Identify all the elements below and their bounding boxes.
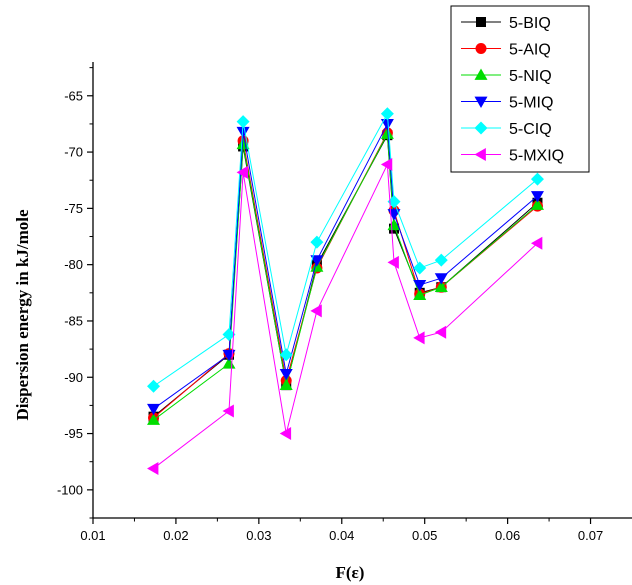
- data-point: [147, 379, 161, 393]
- data-point: [147, 413, 161, 425]
- x-tick-label: 0.02: [163, 528, 188, 543]
- data-point: [236, 165, 248, 179]
- data-point: [474, 68, 488, 80]
- series-5-ciq: [147, 107, 544, 393]
- data-point: [236, 126, 250, 139]
- data-point: [530, 236, 543, 250]
- data-point: [222, 327, 236, 341]
- data-point: [434, 253, 448, 267]
- data-point: [434, 280, 448, 293]
- data-point: [387, 209, 401, 221]
- series-layer: [147, 107, 544, 475]
- legend-item: 5-AIQ: [461, 42, 551, 59]
- data-point: [474, 148, 486, 161]
- x-tick-label: 0.06: [495, 528, 520, 543]
- data-point: [475, 43, 487, 54]
- series-line: [153, 132, 538, 421]
- data-point: [380, 119, 394, 131]
- legend-item: 5-MXIQ: [461, 148, 564, 165]
- legend-label: 5-CIQ: [509, 121, 552, 138]
- x-axis-title: F(ε): [336, 563, 365, 582]
- x-tick-label: 0.01: [80, 528, 105, 543]
- y-tick-label: -65: [64, 88, 83, 103]
- legend-label: 5-MXIQ: [509, 148, 564, 165]
- series-line: [153, 162, 538, 469]
- data-point: [530, 172, 544, 186]
- data-point: [413, 280, 427, 292]
- data-point: [222, 357, 236, 369]
- data-point: [474, 121, 488, 135]
- data-point: [530, 191, 544, 203]
- data-point: [530, 198, 544, 210]
- y-tick-label: -75: [64, 201, 83, 216]
- x-tick-label: 0.05: [412, 528, 437, 543]
- data-point: [387, 218, 401, 231]
- legend-label: 5-AIQ: [509, 42, 551, 59]
- data-point: [413, 261, 427, 275]
- data-point: [380, 127, 394, 139]
- data-point: [434, 325, 447, 339]
- x-tick-label: 0.04: [329, 528, 354, 543]
- y-tick-label: -90: [64, 370, 83, 385]
- series-5-miq: [147, 119, 544, 416]
- y-axis-title: Dispersion energy in kJ/mole: [13, 209, 32, 421]
- legend-label: 5-MIQ: [509, 95, 553, 112]
- series-5-mxiq: [147, 157, 543, 475]
- data-point: [236, 137, 250, 150]
- data-point: [476, 17, 486, 27]
- y-tick-label: -100: [57, 482, 83, 497]
- data-point: [434, 273, 448, 285]
- data-point: [310, 235, 324, 249]
- data-point: [222, 404, 234, 418]
- data-point: [413, 331, 425, 345]
- x-tick-label: 0.03: [246, 528, 271, 543]
- legend: 5-BIQ 5-AIQ 5-NIQ 5-MIQ 5-CIQ 5-MXIQ: [450, 5, 590, 173]
- data-point: [387, 195, 401, 209]
- data-point: [147, 403, 161, 416]
- legend-box: [450, 5, 590, 173]
- y-tick-label: -70: [64, 145, 83, 160]
- x-tick-label: 0.07: [578, 528, 603, 543]
- data-point: [279, 348, 293, 362]
- y-tick-label: -85: [64, 313, 83, 328]
- series-line: [153, 131, 538, 419]
- data-point: [413, 288, 427, 300]
- data-point: [310, 255, 324, 267]
- series-5-biq: [148, 130, 543, 422]
- legend-item: 5-BIQ: [461, 15, 551, 32]
- legend-label: 5-BIQ: [509, 15, 551, 32]
- y-tick-label: -95: [64, 426, 83, 441]
- legend-label: 5-NIQ: [509, 68, 552, 85]
- data-point: [387, 255, 399, 269]
- data-point: [279, 378, 293, 391]
- series-line: [153, 133, 538, 418]
- data-point: [279, 427, 292, 441]
- series-line: [153, 122, 538, 410]
- data-point: [474, 96, 488, 108]
- data-point: [236, 115, 250, 129]
- legend-item: 5-NIQ: [461, 68, 552, 85]
- axes: 0.01 0.02 0.03 0.04 0.05 0.06 0.07 -65 -70 -75 -80…: [57, 62, 632, 543]
- y-tick-label: -80: [64, 257, 83, 272]
- data-point: [279, 369, 293, 381]
- data-point: [310, 304, 322, 318]
- legend-item: 5-MIQ: [461, 95, 553, 112]
- data-point: [380, 107, 394, 121]
- data-point: [147, 461, 159, 475]
- legend-item: 5-CIQ: [461, 121, 552, 138]
- data-point: [380, 157, 393, 171]
- series-line: [153, 112, 538, 387]
